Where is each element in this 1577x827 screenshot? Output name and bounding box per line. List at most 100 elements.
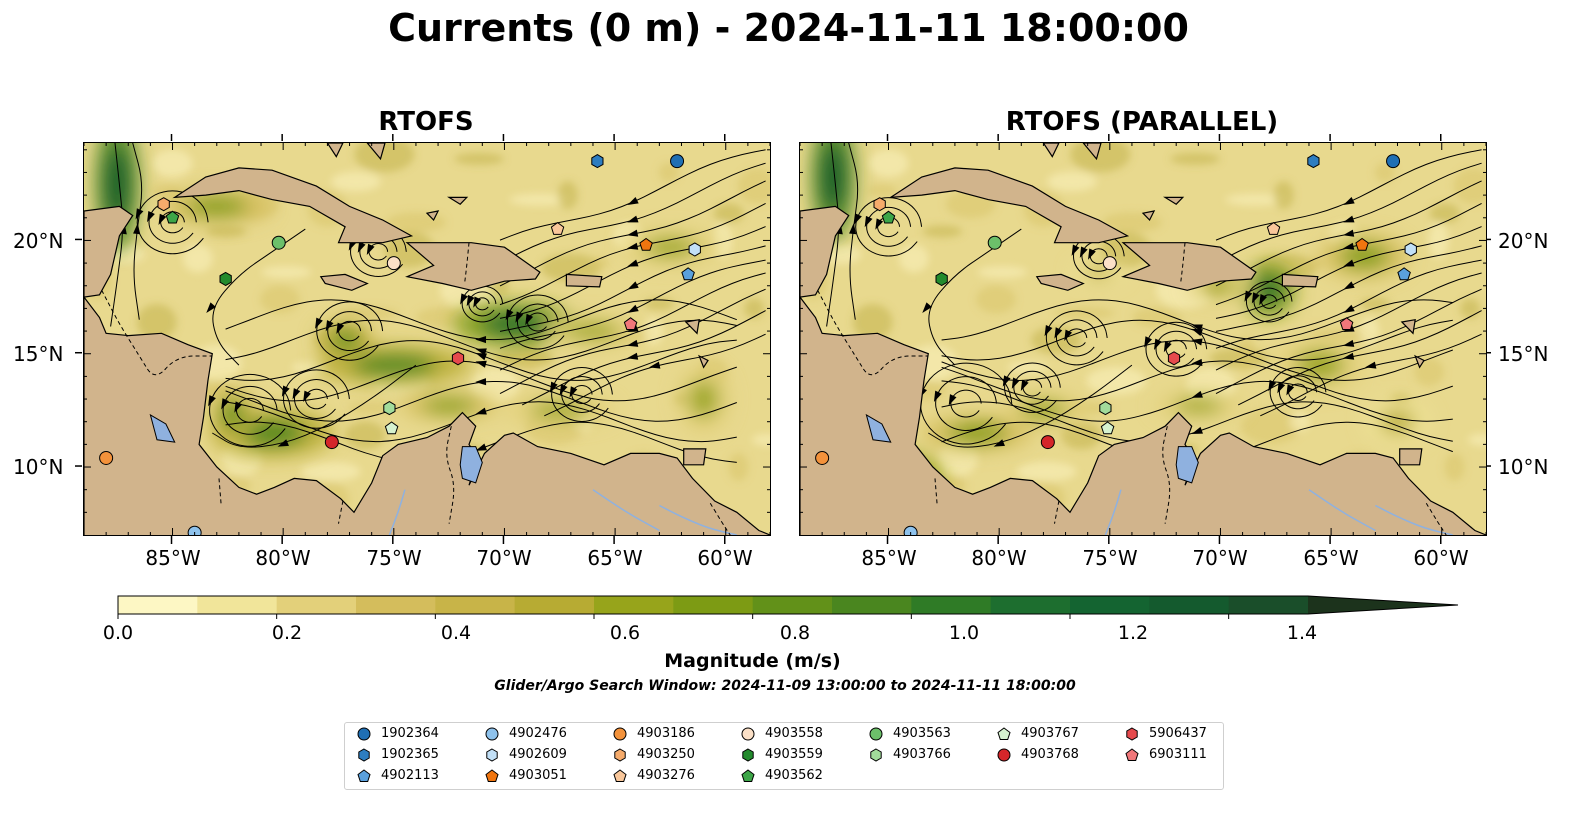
colorbar-segment [911, 596, 992, 614]
colorbar-segment [832, 596, 912, 614]
streamline-arrow [1286, 384, 1295, 396]
streamline [928, 364, 1133, 448]
lat-tick-right-20: 20°N [1498, 229, 1549, 253]
land-bahamas1 [1042, 143, 1060, 158]
legend-label: 4903559 [765, 747, 823, 762]
streamline [110, 143, 123, 327]
land-bahamas3 [425, 210, 440, 222]
land-guadeloupe [684, 318, 700, 335]
hexagon-marker-icon [1126, 726, 1138, 741]
streamline-arrow [627, 304, 639, 313]
colorbar-tick-0: 0.0 [102, 622, 134, 644]
float-marker-4903186 [99, 450, 114, 465]
river [659, 504, 737, 535]
streamline [499, 245, 766, 332]
float-marker-4903559 [219, 271, 232, 287]
colorbar-tick-0-8: 0.8 [779, 622, 811, 644]
legend-item: 4903766 [869, 747, 951, 762]
streamline-arrow [366, 243, 375, 256]
streamline-arrow [475, 352, 488, 361]
streamline [499, 288, 766, 395]
legend-label: 4903766 [893, 747, 951, 762]
streamline-arrow [922, 302, 932, 313]
legend-item: 6903111 [1125, 747, 1207, 762]
search-window-note: Glider/Argo Search Window: 2024-11-09 13… [494, 678, 1076, 694]
float-marker-4903559 [935, 271, 948, 287]
streamline-arrow [1191, 390, 1203, 398]
streamline-arrow [1342, 229, 1355, 237]
streamline-arrow [1071, 244, 1080, 256]
float-marker-1902365 [1307, 154, 1320, 169]
legend-item: 4903559 [741, 747, 823, 762]
legend-label: 1902365 [381, 747, 439, 762]
streamline-arrow [626, 242, 639, 250]
streamline [1215, 149, 1482, 241]
streamline [212, 364, 417, 448]
legend-item: 1902365 [357, 747, 439, 762]
colorbar-segment [594, 596, 674, 614]
land-trinidad [683, 448, 707, 466]
streamline-arrow [1144, 336, 1152, 348]
land-puertorico [1281, 273, 1319, 288]
circle-marker-icon [869, 727, 883, 740]
axis-ticks [84, 143, 770, 535]
map-panel-rtofs-parallel [799, 142, 1487, 536]
streamline-arrow [1259, 293, 1268, 306]
lat-tick-right-15: 15°N [1498, 342, 1549, 366]
streamline-arrow [1251, 292, 1260, 304]
streamline [941, 299, 1453, 341]
streamline-arrow [315, 317, 323, 329]
streamline [225, 339, 737, 381]
land-bahamas2 [1082, 143, 1102, 161]
float-markers [815, 154, 1417, 535]
streamline [848, 143, 859, 320]
streamline [1215, 245, 1482, 332]
streamline-arrow [234, 401, 243, 413]
land-hispaniola [1121, 242, 1257, 291]
panel-title-rtofs: RTOFS [378, 107, 474, 137]
streamline [941, 340, 1453, 381]
lon-tick-left-75: 75°W [366, 546, 422, 570]
streamline-arrow [1343, 259, 1355, 267]
legend-item: 5906437 [1125, 726, 1207, 741]
colorbar [117, 595, 1459, 619]
circle-marker-icon [997, 748, 1011, 761]
streamline-arrow [475, 378, 487, 386]
colorbar-segment [514, 596, 595, 614]
float-markers [99, 154, 701, 535]
streamline [499, 226, 766, 319]
float-marker-4902476 [187, 525, 202, 535]
streamline-arrow [948, 394, 957, 406]
legend-item: 4903558 [741, 726, 823, 741]
legend-label: 4903186 [637, 726, 695, 741]
land-martinique [1414, 354, 1425, 369]
land-cuba [888, 167, 1130, 244]
country-border [1180, 242, 1186, 284]
panel-title-rtofs-parallel: RTOFS (PARALLEL) [1005, 107, 1279, 137]
float-marker-4903276 [1266, 221, 1281, 235]
legend-item: 4903276 [613, 768, 695, 783]
country-border [338, 500, 344, 524]
float-marker-1902364 [1386, 154, 1401, 169]
streamline-arrow [475, 443, 487, 451]
country-border [464, 242, 470, 284]
float-marker-1902365 [591, 154, 604, 169]
colorbar-segment [435, 596, 516, 614]
streamline [499, 272, 766, 371]
lake-maracaibo [1175, 446, 1199, 484]
streamline-arrow [1342, 352, 1355, 360]
colorbar-tick-0-6: 0.6 [609, 622, 641, 644]
legend-item: 4903768 [997, 747, 1079, 762]
streamline [941, 360, 1453, 402]
streamline-arrow [281, 385, 290, 397]
streamline-arrow [1343, 281, 1355, 290]
colorbar-segment [118, 596, 198, 614]
lon-tick-left-85: 85°W [145, 546, 201, 570]
land [800, 143, 1486, 535]
streamline-arrow [466, 294, 475, 307]
streamline-arrow [475, 360, 487, 368]
streamline-arrow [649, 361, 661, 369]
float-marker-4903766 [383, 401, 396, 416]
land-hispaniola [405, 242, 541, 291]
map-canvas-rtofs [84, 143, 770, 535]
